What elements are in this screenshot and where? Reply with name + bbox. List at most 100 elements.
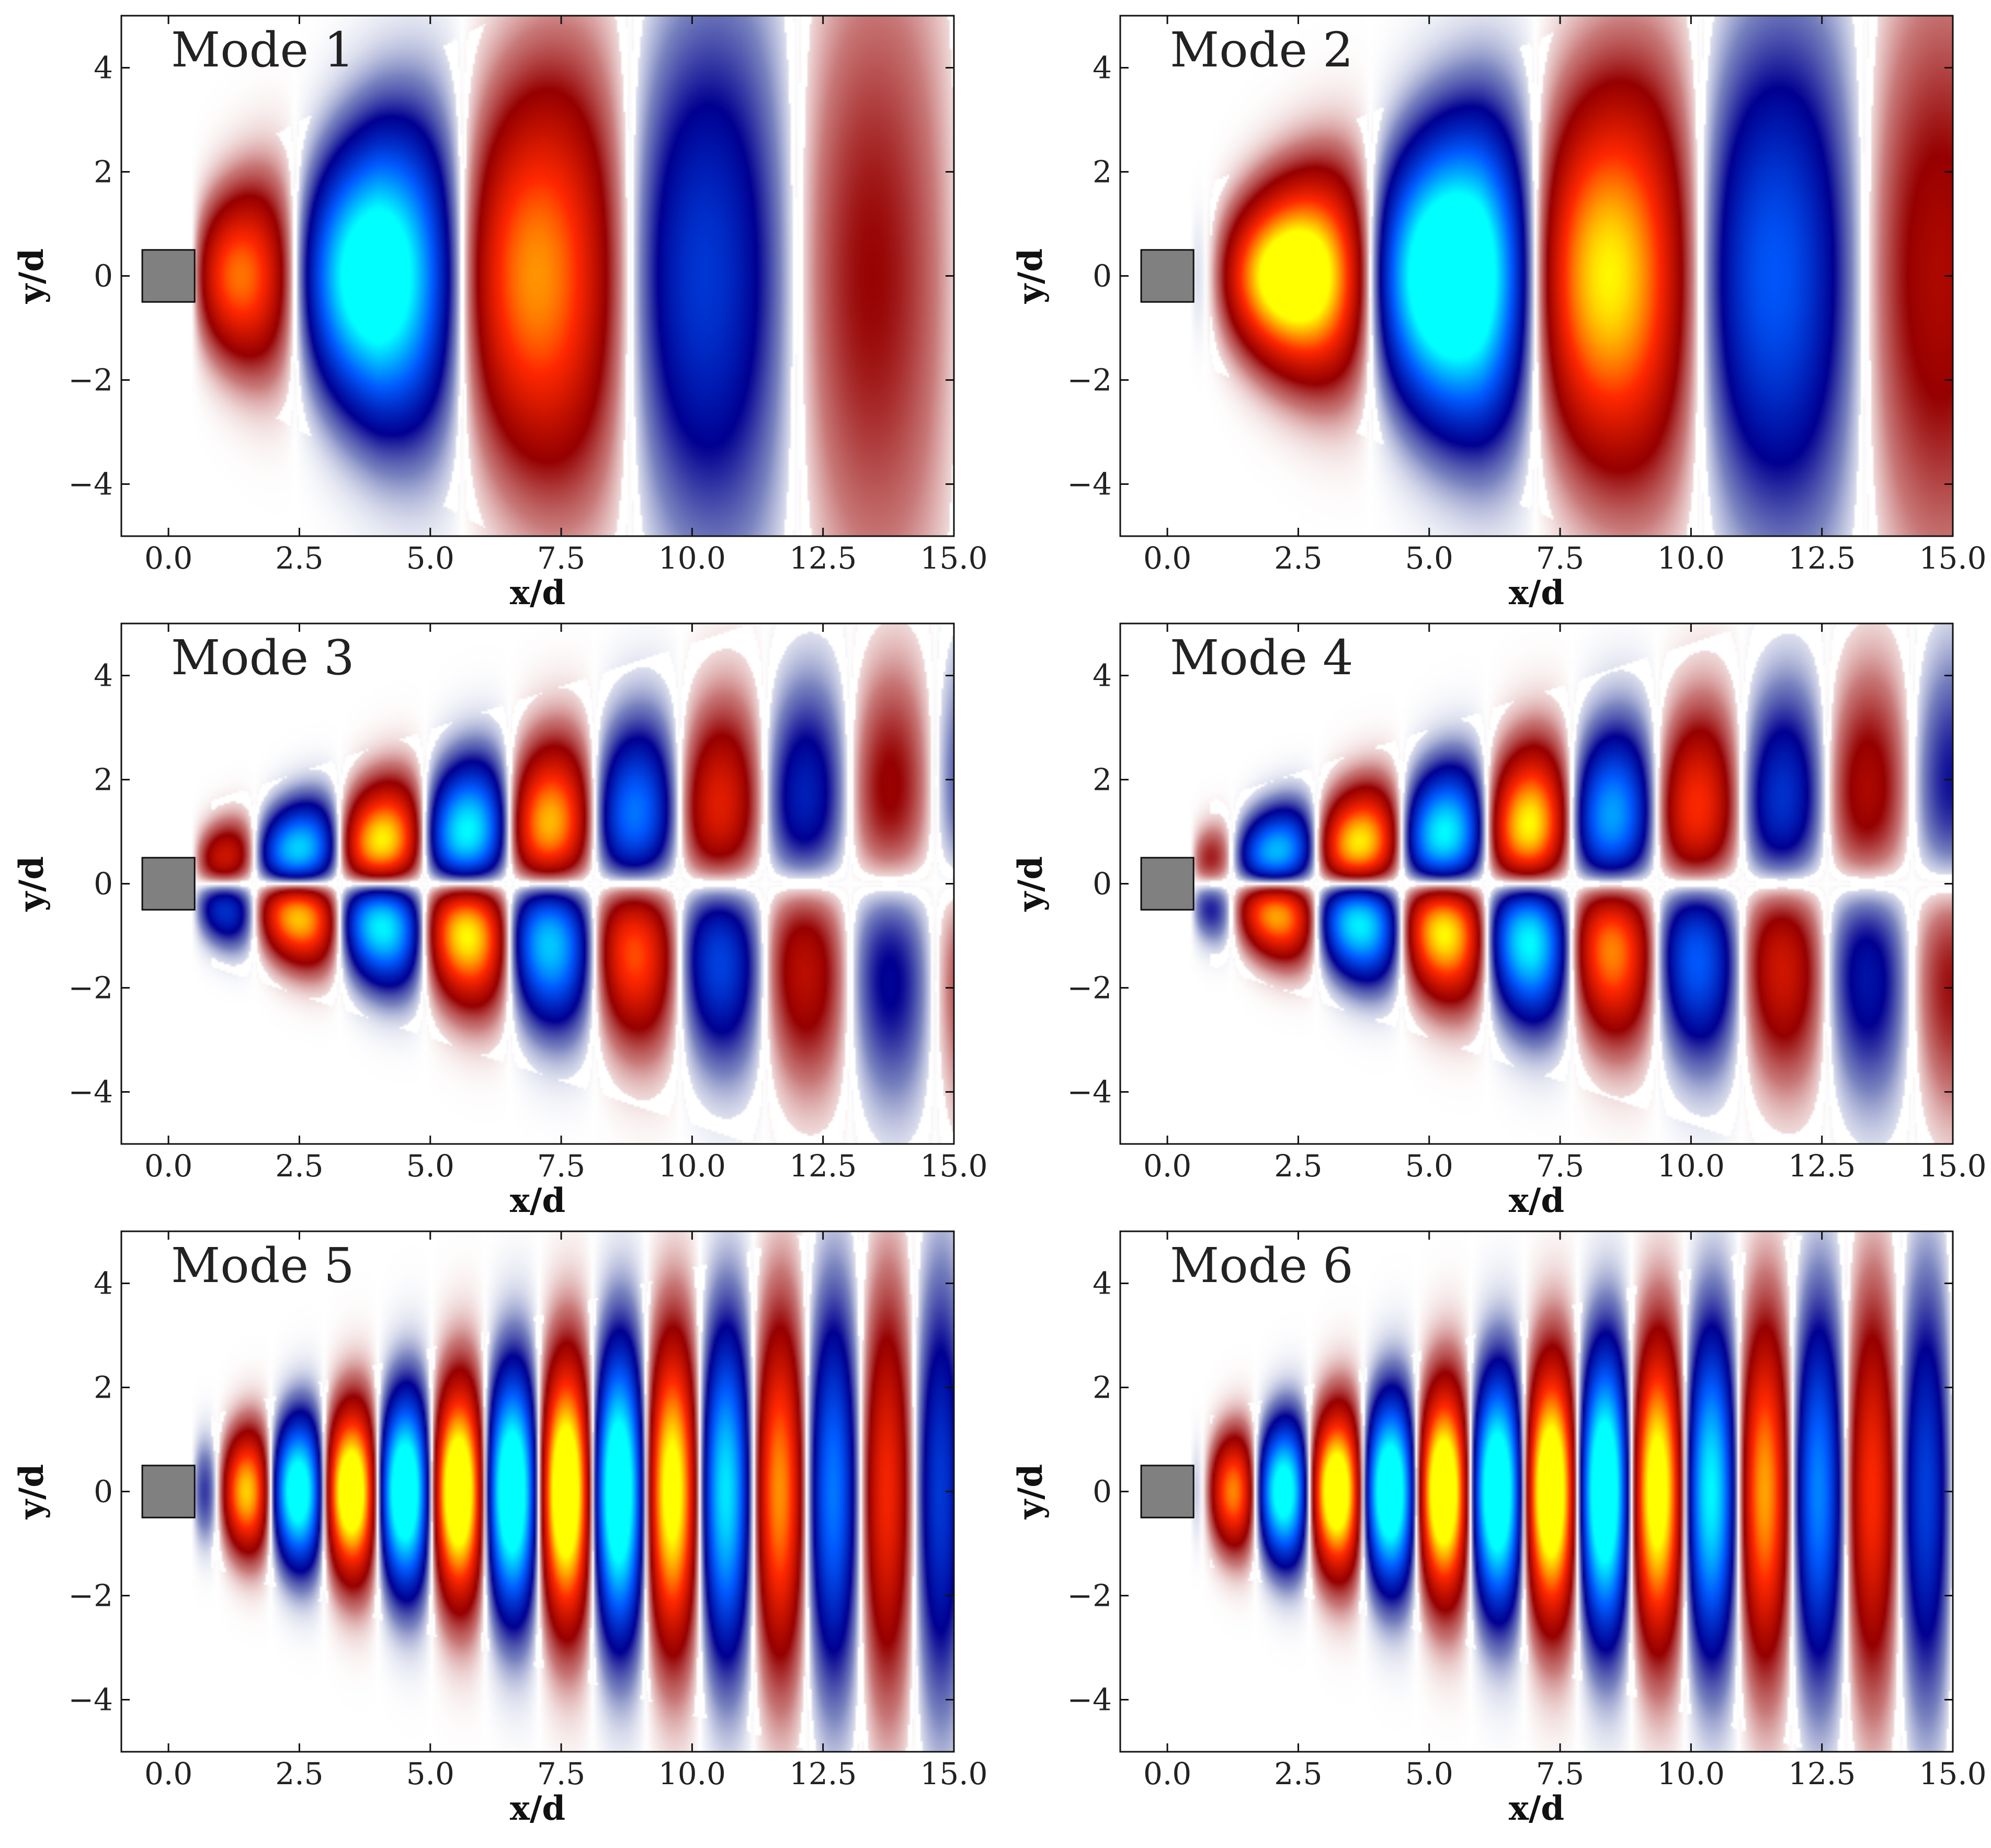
x-tick-label: 10.0 xyxy=(1657,1148,1725,1184)
x-tick-label: 5.0 xyxy=(1405,1756,1453,1792)
obstacle-square xyxy=(1140,1465,1194,1518)
x-tick-label: 15.0 xyxy=(920,1148,987,1184)
x-tick-label: 2.5 xyxy=(275,1756,323,1792)
x-tick-label: 5.0 xyxy=(1405,1148,1453,1184)
y-tick-label: −2 xyxy=(1067,970,1112,1006)
y-axis-label: y/d xyxy=(1011,248,1050,304)
y-tick-label: −2 xyxy=(69,362,113,398)
x-tick-label: 0.0 xyxy=(1143,1148,1191,1184)
y-tick-label: 0 xyxy=(1093,258,1112,294)
mode-title: Mode 4 xyxy=(1170,630,1353,686)
y-tick-label: 4 xyxy=(1093,658,1112,694)
x-tick-label: 12.5 xyxy=(789,1148,857,1184)
mode-title: Mode 3 xyxy=(171,630,355,686)
x-tick-label: 2.5 xyxy=(275,540,323,576)
x-tick-label: 10.0 xyxy=(658,1148,726,1184)
y-tick-label: 0 xyxy=(94,1474,113,1510)
x-tick-label: 15.0 xyxy=(1919,540,1986,576)
mode-title: Mode 6 xyxy=(1170,1238,1353,1294)
obstacle-square xyxy=(1140,249,1194,303)
x-axis-label: x/d xyxy=(510,1789,565,1828)
mode-title: Mode 2 xyxy=(1170,22,1353,78)
x-tick-label: 12.5 xyxy=(1788,1756,1856,1792)
obstacle-square xyxy=(141,249,196,303)
x-tick-label: 0.0 xyxy=(144,1148,192,1184)
x-tick-label: 5.0 xyxy=(1405,540,1453,576)
x-tick-label: 7.5 xyxy=(1536,1756,1584,1792)
contour-field xyxy=(1120,1231,1953,1752)
x-tick-label: 10.0 xyxy=(1657,1756,1725,1792)
panel-mode-1: 0.0 2.5 5.0 7.5 10.0 12.5 15.0 4 2 0 −2 −4 x/d y/d Mod… xyxy=(12,15,988,613)
y-tick-label: 2 xyxy=(1093,762,1112,798)
y-tick-label: 4 xyxy=(94,50,113,86)
y-tick-label: 2 xyxy=(1093,154,1112,190)
y-tick-label: 2 xyxy=(94,762,113,798)
x-tick-label: 7.5 xyxy=(1536,1148,1584,1184)
y-tick-label: −4 xyxy=(1067,1682,1112,1718)
x-tick-label: 5.0 xyxy=(406,1756,454,1792)
x-tick-label: 2.5 xyxy=(1274,540,1322,576)
x-tick-label: 10.0 xyxy=(658,1756,726,1792)
panel-grid: 0.0 2.5 5.0 7.5 10.0 12.5 15.0 4 2 0 −2 −4 x/d y/d Mod… xyxy=(12,15,1987,1828)
y-tick-label: −2 xyxy=(1067,362,1112,398)
y-tick-label: 0 xyxy=(94,258,113,294)
y-axis-label: y/d xyxy=(1011,856,1050,912)
y-tick-label: 0 xyxy=(1093,1474,1112,1510)
y-tick-label: −4 xyxy=(69,467,113,502)
x-axis-label: x/d xyxy=(510,1181,565,1220)
x-axis-label: x/d xyxy=(1509,573,1564,613)
contour-field xyxy=(121,16,954,536)
x-tick-label: 2.5 xyxy=(1274,1148,1322,1184)
y-tick-label: −4 xyxy=(69,1682,113,1718)
x-tick-label: 5.0 xyxy=(406,540,454,576)
contour-field xyxy=(1120,623,1953,1144)
x-tick-label: 7.5 xyxy=(537,1756,585,1792)
panel-mode-3: 0.0 2.5 5.0 7.5 10.0 12.5 15.0 4 2 0 −2 −4 x/d y/d Mod… xyxy=(12,622,988,1220)
mode-title: Mode 5 xyxy=(171,1238,355,1294)
obstacle-square xyxy=(141,857,196,911)
y-axis-label: y/d xyxy=(12,248,51,304)
y-tick-label: 0 xyxy=(1093,866,1112,902)
y-tick-label: 0 xyxy=(94,866,113,902)
x-tick-label: 5.0 xyxy=(406,1148,454,1184)
x-tick-label: 12.5 xyxy=(789,540,857,576)
y-tick-label: −4 xyxy=(1067,467,1112,502)
x-tick-label: 7.5 xyxy=(537,540,585,576)
y-tick-label: 2 xyxy=(94,154,113,190)
x-tick-label: 0.0 xyxy=(1143,1756,1191,1792)
obstacle-square xyxy=(1140,857,1194,911)
panel-mode-6: 0.0 2.5 5.0 7.5 10.0 12.5 15.0 4 2 0 −2 −4 x/d y/d Mod… xyxy=(1011,1230,1987,1828)
y-axis-label: y/d xyxy=(12,1464,51,1520)
y-tick-label: −4 xyxy=(1067,1074,1112,1110)
x-tick-label: 2.5 xyxy=(1274,1756,1322,1792)
x-axis-label: x/d xyxy=(510,573,565,613)
x-tick-label: 7.5 xyxy=(537,1148,585,1184)
panel-mode-4: 0.0 2.5 5.0 7.5 10.0 12.5 15.0 4 2 0 −2 −4 x/d y/d Mod… xyxy=(1011,622,1987,1220)
x-tick-label: 10.0 xyxy=(1657,540,1725,576)
contour-field xyxy=(121,1231,954,1752)
x-tick-label: 15.0 xyxy=(1919,1148,1986,1184)
y-tick-label: 4 xyxy=(1093,1266,1112,1301)
y-tick-label: 2 xyxy=(1093,1370,1112,1405)
y-tick-label: 4 xyxy=(94,658,113,694)
x-tick-label: 12.5 xyxy=(1788,540,1856,576)
x-tick-label: 0.0 xyxy=(1143,540,1191,576)
x-tick-label: 0.0 xyxy=(144,1756,192,1792)
x-tick-label: 15.0 xyxy=(1919,1756,1986,1792)
x-axis-label: x/d xyxy=(1509,1181,1564,1220)
x-tick-label: 12.5 xyxy=(1788,1148,1856,1184)
y-tick-label: −4 xyxy=(69,1074,113,1110)
y-axis-label: y/d xyxy=(1011,1464,1050,1520)
panel-mode-5: 0.0 2.5 5.0 7.5 10.0 12.5 15.0 4 2 0 −2 −4 x/d y/d Mod… xyxy=(12,1230,988,1828)
y-tick-label: −2 xyxy=(69,970,113,1006)
x-axis-label: x/d xyxy=(1509,1789,1564,1828)
x-tick-label: 7.5 xyxy=(1536,540,1584,576)
x-tick-label: 10.0 xyxy=(658,540,726,576)
obstacle-square xyxy=(141,1465,196,1518)
y-tick-label: 2 xyxy=(94,1370,113,1405)
y-tick-label: 4 xyxy=(94,1266,113,1301)
contour-field xyxy=(121,623,954,1144)
x-tick-label: 12.5 xyxy=(789,1756,857,1792)
panel-mode-2: 0.0 2.5 5.0 7.5 10.0 12.5 15.0 4 2 0 −2 −4 x/d y/d Mod… xyxy=(1011,15,1987,613)
